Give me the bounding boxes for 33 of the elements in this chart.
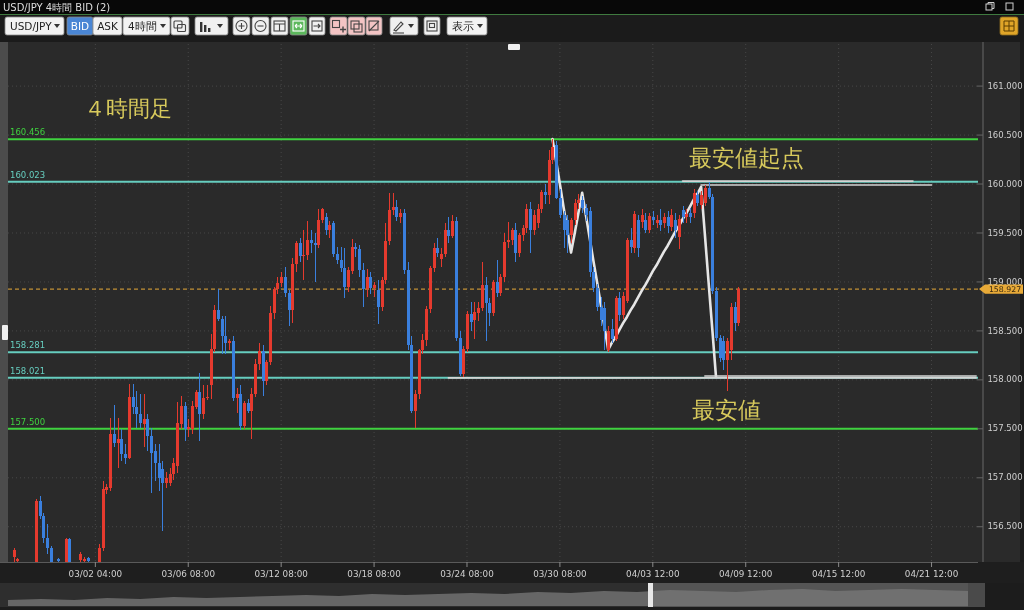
- x-tick-label: 04/09 12:00: [718, 569, 773, 579]
- y-tick-label: 159.000: [987, 276, 1023, 287]
- annotation: 最安値起点: [688, 145, 804, 171]
- chart-title: USD/JPY 4時間 BID (2): [3, 1, 111, 13]
- y-tick-label: 161.000: [987, 80, 1023, 91]
- y-tick-label: 158.000: [987, 374, 1023, 385]
- ref-line-label: 160.023: [10, 169, 46, 180]
- text: ASK: [97, 20, 119, 32]
- x-tick-label: 03/18 08:00: [347, 569, 402, 579]
- x-tick-label: 04/03 12:00: [626, 569, 680, 579]
- text: 4時間: [128, 20, 157, 32]
- y-tick-label: 160.000: [987, 178, 1023, 189]
- x-tick-label: 03/02 04:00: [68, 569, 123, 579]
- y-tick-label: 159.500: [987, 227, 1023, 238]
- y-tick-label: 156.500: [987, 521, 1023, 532]
- ref-line-label: 158.281: [10, 340, 46, 351]
- x-tick-label: 04/15 12:00: [811, 569, 866, 579]
- x-tick-label: 04/21 12:00: [904, 569, 959, 579]
- y-tick-label: 157.000: [987, 472, 1023, 483]
- annotation: 最安値: [691, 397, 761, 423]
- y-tick-label: 160.500: [987, 129, 1023, 140]
- ref-line-label: 160.456: [10, 127, 46, 138]
- y-tick-label: 158.500: [987, 325, 1023, 336]
- y-tick-label: 157.500: [987, 423, 1023, 434]
- text: USD/JPY: [10, 20, 53, 32]
- text: ４時間足: [84, 96, 172, 121]
- text: 表示: [452, 20, 474, 32]
- ref-line-label: 158.021: [10, 365, 46, 376]
- x-tick-label: 03/24 08:00: [440, 569, 495, 579]
- ref-line-label: 157.500: [10, 416, 46, 427]
- x-tick-label: 03/06 08:00: [161, 569, 216, 579]
- x-tick-label: 03/30 08:00: [533, 569, 588, 579]
- x-tick-label: 03/12 08:00: [254, 569, 309, 579]
